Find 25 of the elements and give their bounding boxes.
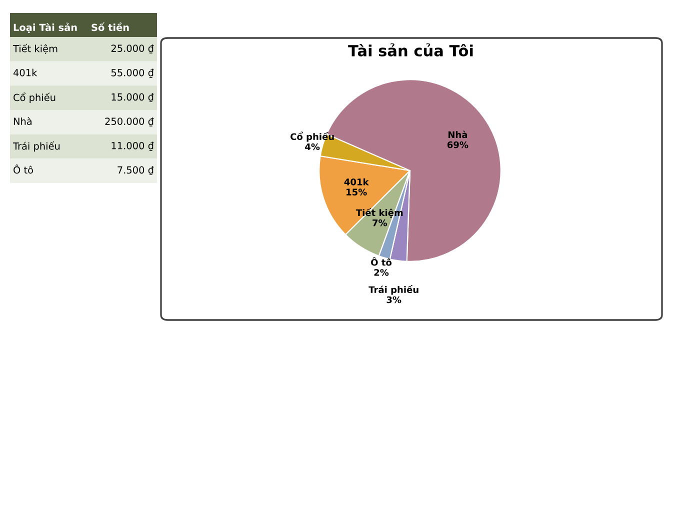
data-label: 3% bbox=[386, 296, 402, 304]
category-label: 401k bbox=[13, 68, 38, 76]
data-label: 2% bbox=[374, 269, 389, 276]
text: Số tiền bbox=[92, 22, 129, 32]
text: 250.000 ₫ bbox=[105, 117, 154, 126]
slice-label: Nhà bbox=[448, 130, 468, 138]
text: 25.000 ₫ bbox=[111, 44, 154, 54]
text: 15.000 ₫ bbox=[112, 93, 154, 102]
category-label: Cổ phiếu bbox=[14, 92, 56, 104]
slice-label: Trái phiếu bbox=[368, 285, 418, 295]
category-label: Ô tô bbox=[14, 164, 33, 174]
category-label: Trái phiếu bbox=[12, 141, 60, 152]
data-label: 7% bbox=[372, 219, 388, 226]
data-label: 15% bbox=[346, 188, 367, 196]
text: 55.000 ₫ bbox=[111, 68, 154, 78]
text: Loại Tài sản bbox=[14, 22, 77, 33]
slice-label: 401k bbox=[344, 178, 369, 186]
text: 7.500 ₫ bbox=[118, 166, 154, 176]
category-label: Nhà bbox=[14, 117, 32, 125]
slice-label: Ô tô bbox=[371, 257, 392, 266]
data-label: 69% bbox=[447, 141, 468, 148]
chart-title: Tài sản của Tôi bbox=[348, 43, 473, 56]
data-label: 4% bbox=[305, 143, 320, 150]
category-label: Tiết kiệm bbox=[12, 44, 58, 54]
text: 11.000 ₫ bbox=[112, 142, 154, 151]
